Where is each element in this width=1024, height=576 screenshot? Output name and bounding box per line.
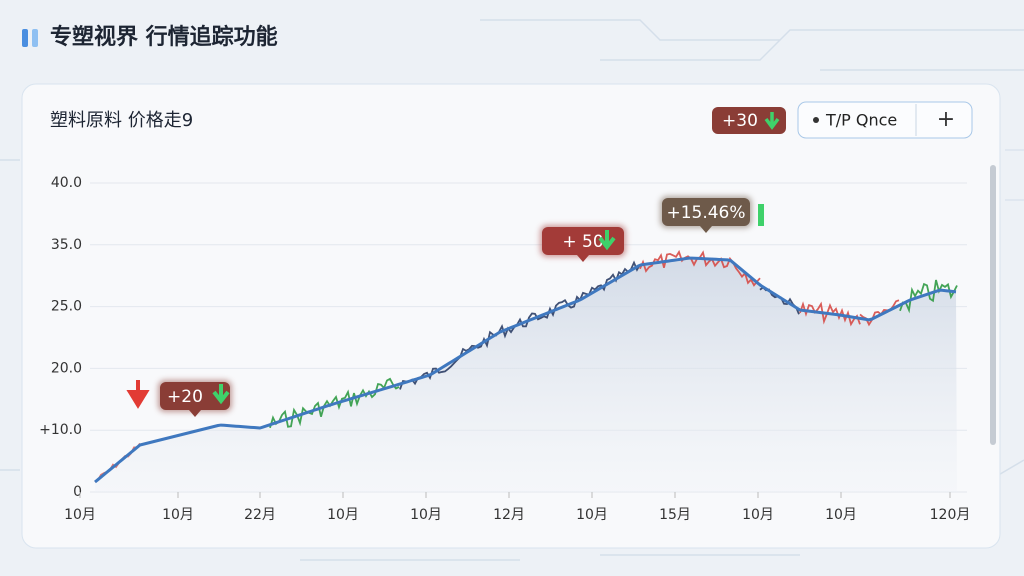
annotation-pointer (189, 410, 201, 417)
annotation-text: + 50 (562, 232, 603, 252)
annotations: +20 + 50 +15.46% (126, 196, 764, 417)
range-button[interactable] (797, 101, 973, 139)
x-axis-label: 15月 (659, 507, 691, 523)
x-axis-label: 22月 (244, 507, 276, 523)
trend-line (94, 256, 957, 484)
header-title: 专塑视界 行情追踪功能 (50, 24, 278, 50)
annotation (662, 198, 750, 226)
badge-text: +30 (722, 111, 758, 131)
scrollbar[interactable] (990, 165, 996, 445)
y-axis-label: 20.0 (51, 360, 82, 376)
annotation (160, 382, 230, 410)
marker (758, 204, 764, 226)
badge (712, 107, 786, 134)
down-arrow (126, 380, 150, 409)
add-button[interactable]: + (937, 107, 955, 132)
area (95, 258, 957, 492)
annotation-text: +20 (167, 387, 203, 407)
y-axis-label: 40.0 (51, 175, 82, 191)
button-dot (813, 117, 819, 123)
price-noise (899, 279, 958, 314)
x-axis-label: 10月 (742, 507, 774, 523)
x-axis-label: 10月 (162, 507, 194, 523)
price-noise (799, 301, 861, 327)
x-axis-label: 10月 (825, 507, 857, 523)
y-axis-label: +10.0 (39, 422, 82, 438)
card-title: 塑料原料 价格走9 (50, 110, 193, 131)
down-arrow (212, 384, 230, 405)
badge-arrow (764, 112, 780, 130)
annotation-pointer (577, 255, 589, 262)
x-axis-label: 10月 (576, 507, 608, 523)
x-axis-label: 120月 (930, 507, 971, 523)
x-axis-label: 10月 (64, 507, 96, 523)
header-icon (32, 29, 38, 47)
y-axis-label: 0 (73, 484, 82, 500)
range-button-text[interactable]: T/P Qnce (825, 111, 897, 130)
y-axis-label: 35.0 (51, 237, 82, 253)
header-icon (22, 29, 28, 47)
x-axis-label: 10月 (327, 507, 359, 523)
annotation-pointer (700, 226, 712, 233)
down-arrow (598, 230, 616, 251)
y-axis-label: 25.0 (51, 299, 82, 315)
x-axis-label: 12月 (493, 507, 525, 523)
annotation-text: +15.46% (666, 203, 745, 223)
x-axis-label: 10月 (410, 507, 442, 523)
plot (94, 249, 958, 492)
annotation (542, 227, 624, 255)
price-noise (399, 260, 641, 390)
price-noise (269, 377, 400, 429)
